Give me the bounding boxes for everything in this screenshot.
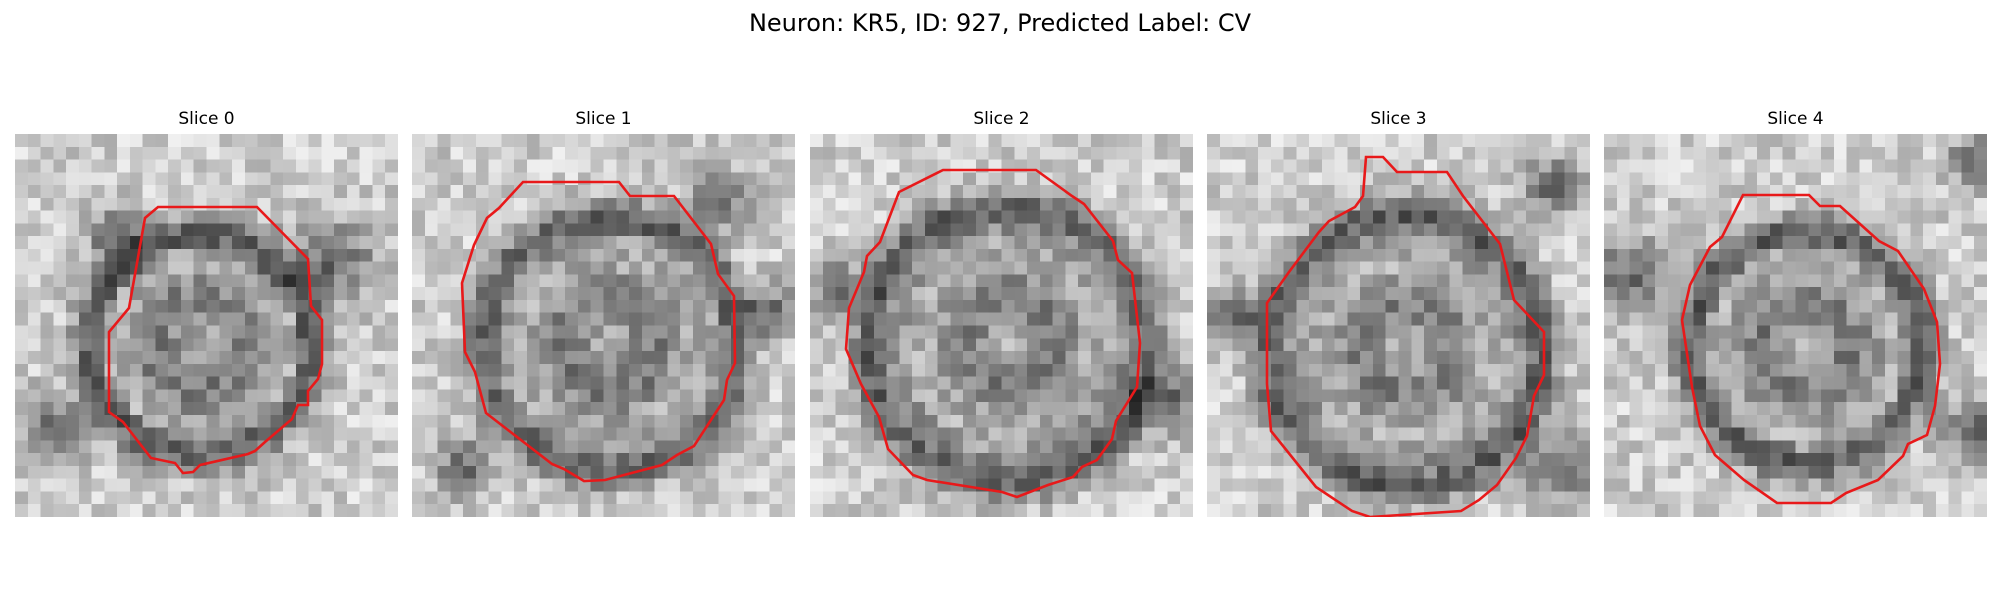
- slice-title-3: Slice 3: [1370, 109, 1427, 129]
- slice-overlay-4: [1680, 193, 1942, 505]
- slice-image-3: [1207, 134, 1590, 517]
- slice-panel-0: Slice 0: [15, 108, 398, 517]
- roi-contour-1: [460, 180, 737, 483]
- slice-overlay-2: [844, 168, 1142, 499]
- roi-contour-0: [107, 205, 324, 475]
- slice-title-2: Slice 2: [973, 109, 1030, 129]
- roi-contour-4: [1680, 193, 1942, 505]
- slice-overlay-0: [107, 205, 324, 475]
- slice-title-1: Slice 1: [575, 109, 632, 129]
- slice-overlay-1: [460, 180, 737, 483]
- slice-overlay-3: [1265, 155, 1546, 517]
- slice-panel-1: Slice 1: [412, 108, 795, 517]
- slice-image-0: [15, 134, 398, 517]
- slice-panel-4: Slice 4: [1604, 108, 1987, 517]
- slice-image-1: [412, 134, 795, 517]
- slice-pixels-0: [15, 134, 398, 517]
- slice-title-0: Slice 0: [178, 109, 235, 129]
- slice-pixels-4: [1604, 134, 1987, 517]
- slice-pixels-3: [1207, 134, 1590, 517]
- slice-image-4: [1604, 134, 1987, 517]
- roi-contour-3: [1265, 155, 1546, 517]
- slice-panel-3: Slice 3: [1207, 108, 1590, 517]
- slice-pixels-2: [810, 134, 1193, 517]
- slice-image-2: [810, 134, 1193, 517]
- slice-panel-2: Slice 2: [810, 108, 1193, 517]
- slice-pixels-1: [412, 134, 795, 517]
- figure-title: Neuron: KR5, ID: 927, Predicted Label: C…: [748, 9, 1252, 37]
- roi-contour-2: [844, 168, 1142, 499]
- slice-title-4: Slice 4: [1767, 109, 1824, 129]
